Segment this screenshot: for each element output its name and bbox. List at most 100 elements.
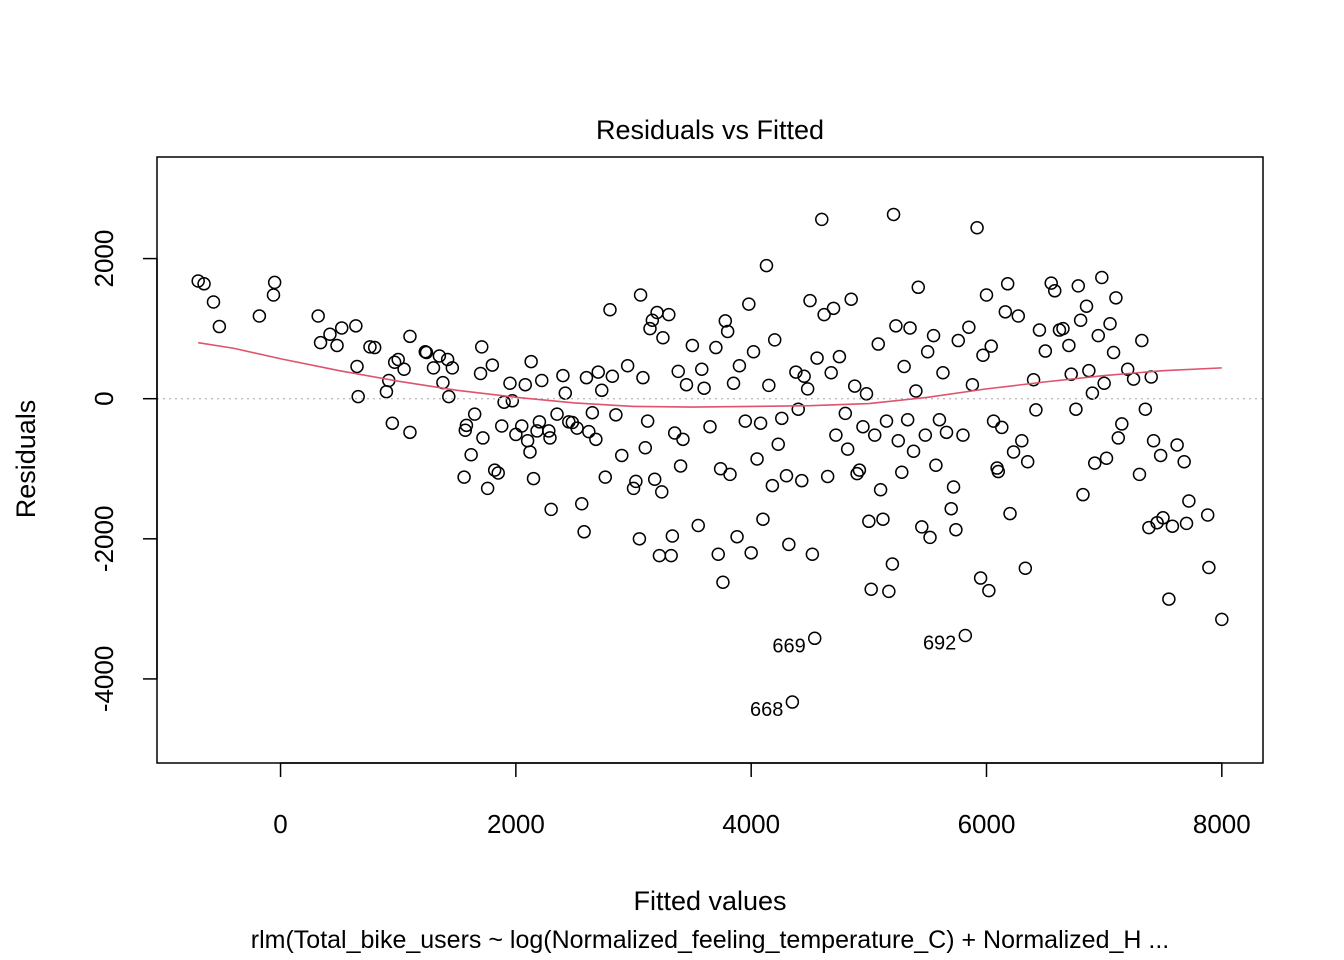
data-point xyxy=(632,532,647,546)
data-point xyxy=(1000,277,1015,291)
data-point xyxy=(820,469,835,484)
data-point xyxy=(973,571,988,585)
data-point xyxy=(647,472,662,487)
data-point xyxy=(1095,270,1109,285)
data-point xyxy=(685,338,700,353)
data-point xyxy=(387,355,402,370)
data-point xyxy=(915,520,929,534)
data-point xyxy=(832,349,847,364)
data-point xyxy=(891,433,906,448)
data-point xyxy=(267,275,282,290)
data-point xyxy=(351,389,365,404)
x-tick-label: 4000 xyxy=(722,809,780,839)
data-point xyxy=(591,365,605,379)
data-point xyxy=(445,361,460,375)
data-point xyxy=(1179,516,1194,531)
data-point xyxy=(638,440,653,455)
data-point xyxy=(379,384,394,399)
data-point xyxy=(1011,309,1026,323)
data-point xyxy=(582,424,596,439)
data-point xyxy=(598,470,613,484)
data-point xyxy=(976,348,990,363)
data-point xyxy=(929,458,943,473)
data-point xyxy=(509,427,523,442)
data-point xyxy=(856,419,870,434)
data-point xyxy=(595,383,609,398)
data-point xyxy=(756,512,770,526)
data-point xyxy=(885,557,900,571)
data-point xyxy=(998,305,1013,319)
data-point xyxy=(1047,284,1062,298)
data-point xyxy=(871,337,886,351)
data-point xyxy=(1087,456,1102,470)
data-point xyxy=(1006,445,1021,459)
y-tick-label: -2000 xyxy=(89,506,119,573)
data-point xyxy=(979,288,994,302)
data-point xyxy=(1032,323,1047,337)
data-point xyxy=(1062,338,1076,353)
data-point xyxy=(771,437,785,451)
data-point xyxy=(817,307,831,322)
data-point xyxy=(1177,455,1191,469)
data-point xyxy=(1162,592,1176,606)
data-point xyxy=(1135,333,1149,348)
data-point xyxy=(956,428,970,442)
data-point xyxy=(323,327,337,341)
data-point xyxy=(474,340,489,354)
data-point xyxy=(918,428,933,442)
points-layer xyxy=(191,207,1229,709)
data-point xyxy=(944,501,958,516)
data-point xyxy=(1073,313,1088,327)
data-point xyxy=(609,408,623,422)
data-point xyxy=(432,349,447,363)
x-axis-label: Fitted values xyxy=(633,886,786,916)
data-point xyxy=(779,469,794,483)
data-point xyxy=(1029,403,1043,417)
data-point xyxy=(932,412,947,427)
data-point xyxy=(667,426,682,440)
data-point xyxy=(367,340,382,355)
data-point xyxy=(965,377,980,392)
data-point xyxy=(867,428,882,442)
data-point xyxy=(703,419,717,434)
data-point xyxy=(716,575,730,590)
data-point xyxy=(750,452,764,466)
data-point xyxy=(457,470,471,484)
data-point xyxy=(385,416,400,430)
data-point xyxy=(655,485,669,499)
data-point xyxy=(1082,363,1096,378)
data-point xyxy=(807,631,822,646)
data-point xyxy=(826,301,841,316)
data-point xyxy=(673,459,688,473)
data-point xyxy=(1079,299,1094,313)
data-point xyxy=(697,381,711,395)
data-point xyxy=(797,369,811,384)
data-point xyxy=(1038,344,1053,358)
data-point xyxy=(542,424,556,438)
data-point xyxy=(252,309,267,323)
data-point xyxy=(791,402,805,416)
data-point xyxy=(726,376,741,391)
data-point xyxy=(589,432,603,447)
data-point xyxy=(640,414,655,428)
data-point xyxy=(1106,345,1121,360)
data-point xyxy=(391,352,405,367)
data-point xyxy=(785,695,800,709)
data-point xyxy=(1064,367,1078,381)
data-point xyxy=(1109,291,1123,305)
data-point xyxy=(900,412,915,427)
data-point xyxy=(671,364,685,379)
data-point xyxy=(840,442,855,456)
data-point xyxy=(1069,402,1083,416)
data-point xyxy=(523,445,537,459)
data-point xyxy=(1132,467,1147,482)
data-point xyxy=(426,361,441,375)
data-point xyxy=(949,522,963,537)
data-point xyxy=(789,365,803,379)
data-point xyxy=(577,525,591,539)
data-point xyxy=(695,362,709,377)
data-point xyxy=(984,339,998,353)
data-point xyxy=(603,302,617,317)
data-point xyxy=(923,530,937,545)
